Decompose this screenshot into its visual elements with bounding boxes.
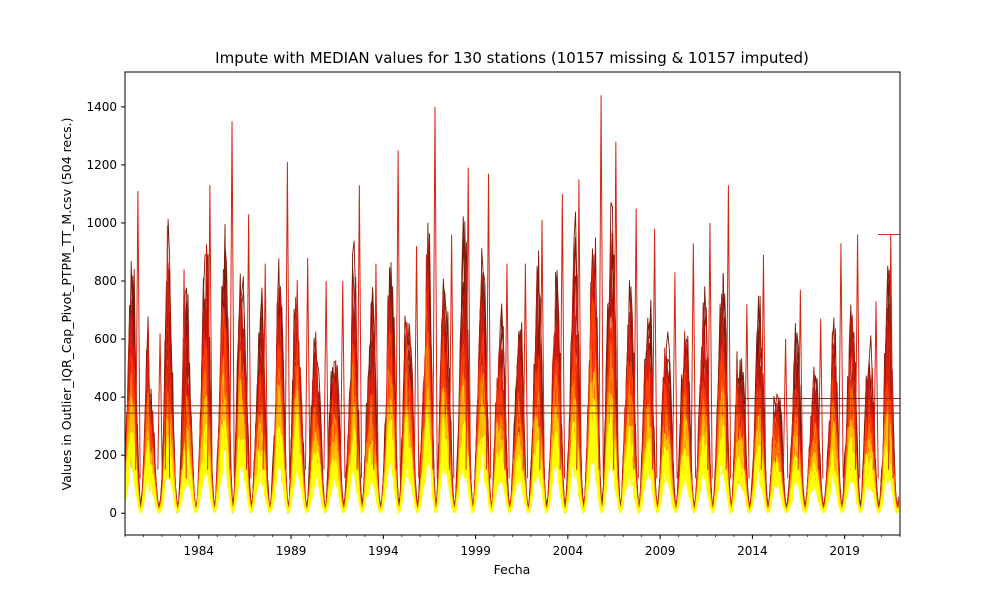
series-peak (340, 280, 346, 479)
series-peak (744, 304, 750, 479)
y-axis: 0 200 400 600 800 1000 1200 1400 (86, 100, 125, 520)
y-tick-label: 400 (94, 390, 117, 404)
series-peak (413, 246, 420, 479)
series-peak (395, 150, 401, 479)
chart-title: Impute with MEDIAN values for 130 statio… (215, 49, 809, 67)
series-peak (135, 191, 141, 479)
x-axis: 1984 1989 1994 1999 2004 2009 2014 2019 (124, 535, 901, 558)
series-peak (465, 167, 471, 479)
x-axis-label: Fecha (494, 562, 531, 577)
series-peak (157, 333, 163, 479)
series-peak (262, 263, 268, 479)
series-peak (613, 141, 619, 479)
x-tick-label: 1984 (184, 544, 215, 558)
series-peak (504, 263, 510, 479)
series-peak (356, 185, 363, 479)
x-tick-label: 1989 (276, 544, 307, 558)
series-layer (125, 95, 900, 514)
y-tick-label: 800 (94, 274, 117, 288)
x-tick-label: 1999 (460, 544, 491, 558)
y-tick-label: 600 (94, 332, 117, 346)
series-peak (284, 161, 291, 479)
series-peak (690, 243, 697, 479)
series-peak (838, 243, 844, 479)
x-tick-label: 2019 (829, 544, 860, 558)
x-tick-label: 1994 (368, 544, 399, 558)
y-tick-label: 200 (94, 448, 117, 462)
series-peak (760, 254, 767, 479)
series-peak (651, 228, 658, 479)
y-tick-label: 1200 (86, 158, 117, 172)
series-peak (539, 220, 545, 479)
series-peak (485, 173, 492, 479)
series-peak (229, 121, 235, 479)
series-peak (873, 301, 879, 479)
x-tick-label: 2014 (737, 544, 768, 558)
series-line (125, 420, 899, 514)
series-peak (782, 339, 789, 479)
series-peak (797, 289, 804, 479)
series-peak (164, 225, 171, 479)
series-peak (598, 95, 604, 479)
series-peak (245, 214, 252, 479)
series-peak (373, 263, 379, 479)
y-tick-label: 1000 (86, 216, 117, 230)
series-peak (854, 234, 861, 479)
series-peak (323, 280, 329, 479)
x-tick-label: 2009 (645, 544, 676, 558)
series-peak (633, 208, 639, 479)
series-peak (522, 263, 529, 479)
series-peak (576, 179, 582, 479)
series-peak (448, 234, 455, 479)
series-peak (672, 272, 678, 479)
y-tick-label: 0 (109, 506, 117, 520)
series-peak (207, 185, 213, 479)
series-peak (304, 257, 311, 479)
y-axis-label: Values in Outlier_IQR_Cap_Pivot_PTPM_TT_… (59, 118, 74, 491)
series-peak (817, 318, 824, 479)
x-tick-label: 2004 (553, 544, 584, 558)
series-peak (181, 269, 187, 479)
series-peak (725, 185, 732, 479)
y-tick-label: 1400 (86, 100, 117, 114)
series-peak (432, 106, 438, 479)
series-peak (707, 222, 713, 479)
series-peak (559, 193, 566, 479)
